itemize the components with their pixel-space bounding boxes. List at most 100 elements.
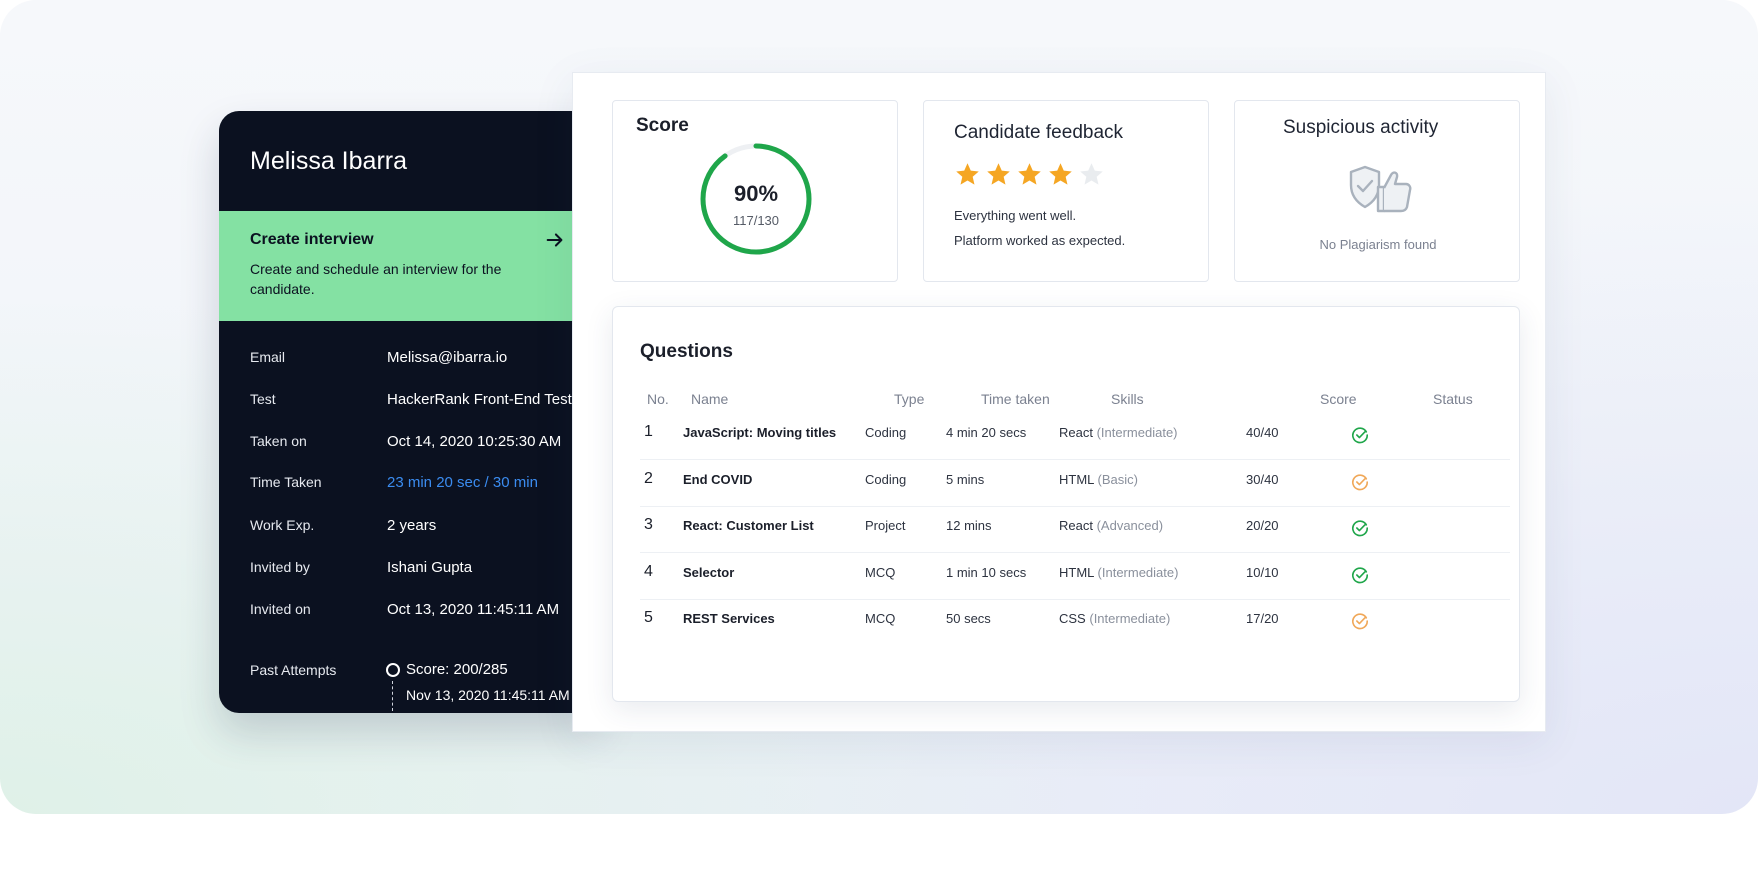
question-row[interactable]: 5 REST Services MCQ 50 secs CSS (Intermediat… xyxy=(640,595,1510,646)
column-header-no: No. xyxy=(647,391,669,407)
star-rating xyxy=(954,161,1105,188)
past-attempt-score[interactable]: Score: 200/285 xyxy=(406,661,508,678)
candidate-card: Melissa Ibarra Create interview Create a… xyxy=(219,111,599,713)
detail-value: HackerRank Front-End Test xyxy=(387,391,572,408)
skill-level: (Basic) xyxy=(1097,471,1138,487)
skill-name: React xyxy=(1059,425,1093,440)
report-panel: Score 90% 117/130 Candidate feedback Eve… xyxy=(572,72,1546,732)
detail-value: Oct 13, 2020 11:45:11 AM xyxy=(387,601,560,618)
question-time: 1 min 10 secs xyxy=(946,564,1027,580)
question-number: 1 xyxy=(644,423,653,440)
question-row[interactable]: 2 End COVID Coding 5 mins HTML (Basic) 30/40 xyxy=(640,456,1510,507)
detail-label: Past Attempts xyxy=(250,662,337,678)
star-filled-icon xyxy=(1049,163,1072,185)
detail-test: Test HackerRank Front-End Test xyxy=(250,391,599,415)
question-skill: HTML (Basic) xyxy=(1059,472,1138,487)
question-row[interactable]: 3 React: Customer List Project 12 mins React… xyxy=(640,502,1510,553)
question-score: 30/40 xyxy=(1246,471,1279,487)
detail-taken-on: Taken on Oct 14, 2020 10:25:30 AM xyxy=(250,433,599,457)
question-skill: React (Intermediate) xyxy=(1059,425,1178,440)
question-score: 20/20 xyxy=(1246,518,1279,533)
detail-email: Email Melissa@ibarra.io xyxy=(250,349,599,373)
question-number: 2 xyxy=(644,469,653,487)
score-percent: 90% xyxy=(733,181,779,206)
star-empty-icon xyxy=(1080,163,1103,185)
arrow-right-icon xyxy=(546,233,563,247)
star-filled-icon xyxy=(987,163,1010,185)
questions-card: Questions No. Name Type Time taken Skill… xyxy=(612,306,1520,702)
question-row[interactable]: 4 Selector MCQ 1 min 10 secs HTML (Intermedi… xyxy=(640,549,1510,600)
score-ring: 90% 117/130 xyxy=(698,141,814,257)
skill-name: HTML xyxy=(1059,471,1094,487)
star-filled-icon xyxy=(956,163,979,185)
candidate-name: Melissa Ibarra xyxy=(250,147,407,175)
score-fraction: 117/130 xyxy=(732,213,780,228)
question-time: 12 mins xyxy=(946,518,992,533)
score-card: Score 90% 117/130 xyxy=(612,100,898,282)
skill-name: HTML xyxy=(1059,564,1094,580)
detail-value: Ishani Gupta xyxy=(387,559,473,576)
question-number: 4 xyxy=(644,562,653,580)
question-time: 5 mins xyxy=(946,471,985,487)
create-interview-button[interactable]: Create interview Create and schedule an … xyxy=(219,211,599,321)
score-title: Score xyxy=(636,115,689,136)
detail-time-taken: Time Taken 23 min 20 sec / 30 min xyxy=(250,474,599,498)
detail-work-exp: Work Exp. 2 years xyxy=(250,517,599,541)
column-header-skills: Skills xyxy=(1111,391,1144,407)
question-name[interactable]: Selector xyxy=(683,564,735,580)
detail-label: Taken on xyxy=(250,433,307,449)
feedback-title: Candidate feedback xyxy=(954,122,1124,143)
question-row[interactable]: 1 JavaScript: Moving titles Coding 4 min 20… xyxy=(640,409,1510,460)
question-number: 5 xyxy=(644,609,653,626)
feedback-line: Everything went well. xyxy=(954,208,1077,223)
create-interview-description: Create and schedule an interview for the… xyxy=(250,261,502,297)
timeline-line xyxy=(392,681,393,711)
status-check-complete-icon xyxy=(1352,566,1369,583)
feedback-line: Platform worked as expected. xyxy=(954,233,1126,248)
question-type: Project xyxy=(865,518,906,533)
detail-label: Time Taken xyxy=(250,474,322,490)
suspicious-title: Suspicious activity xyxy=(1283,117,1439,138)
detail-value: Melissa@ibarra.io xyxy=(387,349,508,366)
question-name[interactable]: React: Customer List xyxy=(683,518,814,533)
detail-value: Oct 14, 2020 10:25:30 AM xyxy=(387,433,562,450)
skill-level: (Intermediate) xyxy=(1089,611,1171,626)
question-type: Coding xyxy=(865,471,907,487)
detail-past-attempts: Past Attempts xyxy=(250,662,599,686)
status-check-complete-icon xyxy=(1352,520,1369,537)
skill-name: CSS xyxy=(1059,611,1086,626)
question-skill: CSS (Intermediate) xyxy=(1059,611,1170,626)
question-number: 3 xyxy=(644,516,653,533)
suspicious-status: No Plagiarism found xyxy=(1319,237,1437,252)
timeline-dot-icon xyxy=(386,663,400,677)
column-header-name: Name xyxy=(691,391,729,407)
question-type: MCQ xyxy=(865,564,896,580)
column-header-status: Status xyxy=(1433,391,1473,407)
status-check-partial-icon xyxy=(1352,473,1369,490)
questions-title: Questions xyxy=(640,341,733,362)
column-header-time: Time taken xyxy=(981,391,1050,407)
question-name[interactable]: REST Services xyxy=(683,611,775,626)
question-name[interactable]: End COVID xyxy=(683,471,753,487)
question-type: Coding xyxy=(865,425,907,440)
column-header-type: Type xyxy=(894,391,925,407)
question-name[interactable]: JavaScript: Moving titles xyxy=(683,425,837,440)
question-skill: React (Advanced) xyxy=(1059,518,1163,533)
progress-ring-icon xyxy=(700,143,812,255)
create-interview-title: Create interview xyxy=(250,231,374,248)
question-time: 4 min 20 secs xyxy=(946,425,1027,440)
question-score: 40/40 xyxy=(1246,425,1279,440)
star-filled-icon xyxy=(1018,163,1041,185)
detail-label: Invited by xyxy=(250,559,310,575)
suspicious-activity-card: Suspicious activity No Plagiarism found xyxy=(1234,100,1520,282)
detail-label: Test xyxy=(250,391,276,407)
detail-label: Invited on xyxy=(250,601,311,617)
status-check-complete-icon xyxy=(1352,427,1369,444)
shield-thumbs-up-icon xyxy=(1349,165,1412,213)
skill-level: (Advanced) xyxy=(1096,518,1164,533)
detail-invited-by: Invited by Ishani Gupta xyxy=(250,559,599,583)
column-header-score: Score xyxy=(1320,391,1357,407)
detail-invited-on: Invited on Oct 13, 2020 11:45:11 AM xyxy=(250,601,599,625)
question-score: 17/20 xyxy=(1246,611,1279,626)
time-taken-link[interactable]: 23 min 20 sec / 30 min xyxy=(387,474,538,491)
